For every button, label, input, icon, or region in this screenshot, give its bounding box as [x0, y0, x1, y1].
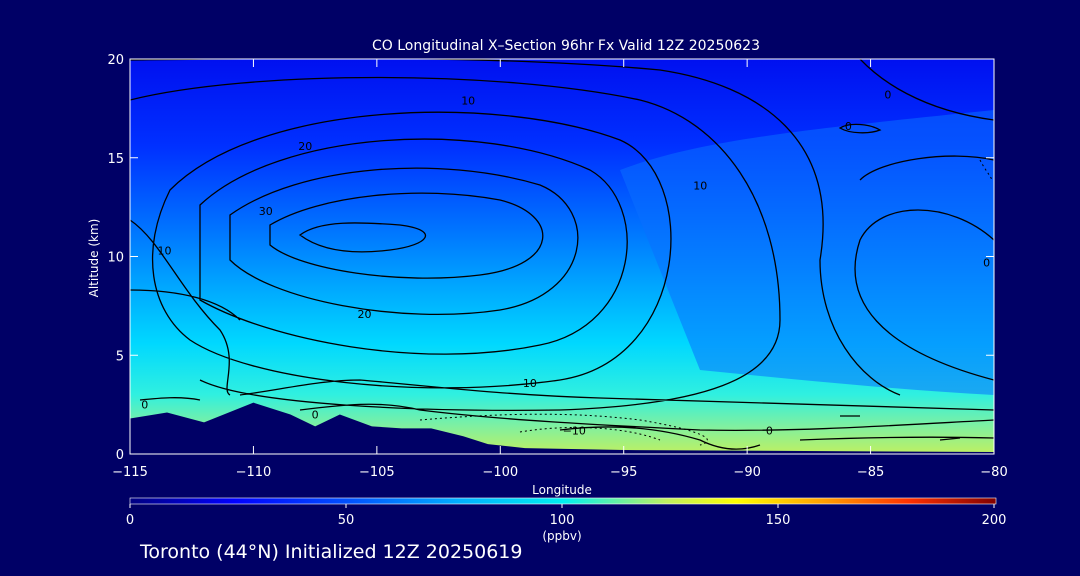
y-axis: 0 5 10 15 20: [107, 53, 994, 463]
contour-label: 0: [884, 89, 891, 102]
contour-labels: 10 20 30 10 20 10 10 0 0 0 0 0 −10 0: [141, 89, 990, 438]
x-tick-label: −100: [482, 465, 518, 480]
y-tick-label: 5: [116, 349, 124, 364]
colorbar-tick-label: 0: [126, 513, 134, 528]
colorbar: [129, 497, 997, 505]
y-tick-label: 15: [107, 152, 124, 167]
colorbar-tick-label: 200: [982, 513, 1007, 528]
contour-label: 30: [259, 205, 273, 218]
y-tick-label: 10: [107, 251, 124, 266]
contour-label: 10: [461, 94, 475, 107]
x-tick-label: −80: [980, 465, 1007, 480]
y-tick-label: 0: [116, 448, 124, 463]
contour-label: 0: [141, 399, 148, 412]
contour-label: 0: [845, 120, 852, 133]
colorbar-ticks: 0 50 100 150 200: [126, 504, 1007, 528]
contour-lines: [130, 59, 994, 450]
dotted-contours: [419, 159, 993, 446]
colorbar-unit: (ppbv): [542, 529, 581, 543]
contour-label: −10: [563, 424, 586, 437]
y-tick-label: 20: [107, 53, 124, 68]
colorbar-tick-label: 50: [338, 513, 355, 528]
colorbar-tick-label: 100: [550, 513, 575, 528]
chart-title: CO Longitudinal X–Section 96hr Fx Valid …: [372, 38, 760, 54]
contour-label: 0: [312, 409, 319, 422]
x-axis-label: Longitude: [532, 483, 592, 497]
contour-label: 20: [298, 140, 312, 153]
x-tick-label: −90: [733, 465, 760, 480]
x-tick-label: −95: [610, 465, 637, 480]
contour-label: 10: [693, 179, 707, 192]
contour-label: 10: [158, 245, 172, 258]
terrain-mask: [130, 402, 994, 454]
footer-initialization-text: Toronto (44°N) Initialized 12Z 20250619: [140, 541, 523, 563]
contour-label: 0: [766, 424, 773, 437]
contour-label: 10: [523, 377, 537, 390]
plot-area: 10 20 30 10 20 10 10 0 0 0 0 0 −10 0: [130, 59, 994, 454]
x-axis: −115 −110 −105 −100 −95 −90 −85 −80: [112, 59, 1008, 480]
colorbar-tick-label: 150: [766, 513, 791, 528]
x-tick-label: −85: [857, 465, 884, 480]
x-tick-label: −105: [359, 465, 395, 480]
contour-label: 20: [358, 308, 372, 321]
contour-label: 0: [983, 256, 990, 269]
x-tick-label: −115: [112, 465, 148, 480]
eastern-field-region: [620, 110, 994, 395]
x-tick-label: −110: [236, 465, 272, 480]
y-axis-label: Altitude (km): [87, 219, 101, 298]
